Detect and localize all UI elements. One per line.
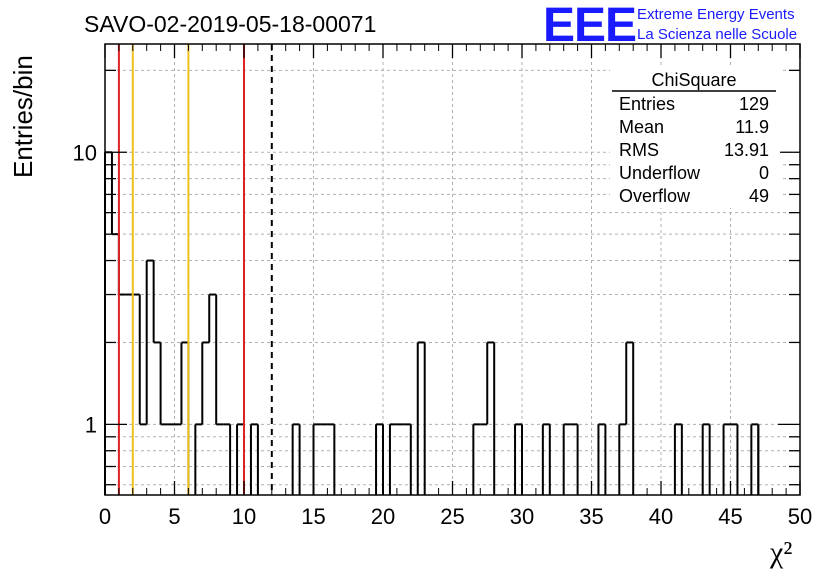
- logo-line-1: Extreme Energy Events: [637, 6, 795, 23]
- histogram-bar: [388, 423, 397, 495]
- y-axis-label: Entries/bin: [8, 55, 38, 178]
- histogram-bar: [618, 423, 627, 495]
- histogram-bar: [215, 294, 224, 426]
- histogram-bar: [159, 342, 168, 426]
- stats-label: Overflow: [619, 186, 691, 206]
- x-tick-label: 0: [99, 504, 111, 529]
- axis-ticks: [104, 44, 801, 495]
- histogram-bar: [597, 423, 606, 495]
- stats-value: 13.91: [724, 140, 769, 160]
- histogram-bar: [194, 423, 203, 495]
- stats-box: ChiSquare Entries 129 Mean 11.9 RMS 13.91 Unde…: [610, 66, 780, 208]
- stats-label: Mean: [619, 117, 664, 137]
- stats-label: RMS: [619, 140, 659, 160]
- histogram-bar: [701, 423, 710, 495]
- x-tick-label: 30: [510, 504, 534, 529]
- histogram-bar: [236, 423, 244, 495]
- histogram-bar: [375, 423, 383, 495]
- stats-label: Entries: [619, 94, 675, 114]
- histogram-bar: [673, 423, 682, 495]
- histogram-bar: [722, 423, 731, 495]
- histogram-bar: [562, 423, 571, 495]
- stats-box-background: [610, 66, 780, 208]
- histogram-bar: [750, 423, 759, 495]
- x-tick-label: 45: [718, 504, 742, 529]
- x-tick-label: 25: [440, 504, 464, 529]
- x-axis-label: χ²: [769, 536, 792, 569]
- histogram-bar: [625, 341, 634, 425]
- histogram-bar: [291, 423, 300, 495]
- stats-value: 49: [749, 186, 769, 206]
- tick-labels: 0 5 10 15 20 25 30 35 40 45 50 1 10: [73, 140, 813, 529]
- x-tick-label: 40: [649, 504, 673, 529]
- histogram-bar: [145, 259, 154, 425]
- histogram-bar: [472, 423, 481, 495]
- histogram-bar: [104, 151, 112, 495]
- histogram-bar: [117, 234, 126, 296]
- y-tick-label: 1: [85, 412, 97, 437]
- x-tick-label: 20: [371, 504, 395, 529]
- logo-line-2: La Scienza nelle Scuole: [637, 26, 797, 43]
- eee-logo: EEE Extreme Energy Events La Scienza nel…: [543, 0, 797, 52]
- x-tick-label: 5: [168, 504, 180, 529]
- histogram-bar: [152, 260, 161, 344]
- histogram-bar: [416, 341, 425, 495]
- eee-logo-mark: EEE: [543, 0, 636, 52]
- histogram-bar: [180, 341, 189, 425]
- stats-value: 11.9: [735, 117, 769, 137]
- histogram-bar: [138, 294, 147, 426]
- reference-lines: [117, 44, 273, 495]
- stats-rows: Entries 129 Mean 11.9 RMS 13.91 Underflow 0 Over…: [619, 94, 769, 206]
- stats-label: Underflow: [619, 163, 701, 183]
- chart-title: SAVO-02-2019-05-18-00071: [84, 11, 376, 37]
- histogram-bar: [249, 423, 258, 495]
- histogram-bar: [208, 293, 217, 343]
- histogram-bar: [201, 341, 210, 425]
- x-tick-label: 50: [788, 504, 812, 529]
- histogram-bar: [514, 423, 522, 495]
- histogram-bar: [541, 423, 550, 495]
- histogram-bar: [486, 341, 495, 425]
- stats-title: ChiSquare: [651, 70, 736, 90]
- stats-value: 129: [739, 94, 769, 114]
- grid-lines: [105, 44, 800, 495]
- x-tick-label: 35: [579, 504, 603, 529]
- stats-value: 0: [759, 163, 769, 183]
- x-tick-label: 15: [301, 504, 325, 529]
- y-tick-label: 10: [73, 140, 97, 165]
- x-tick-label: 10: [232, 504, 256, 529]
